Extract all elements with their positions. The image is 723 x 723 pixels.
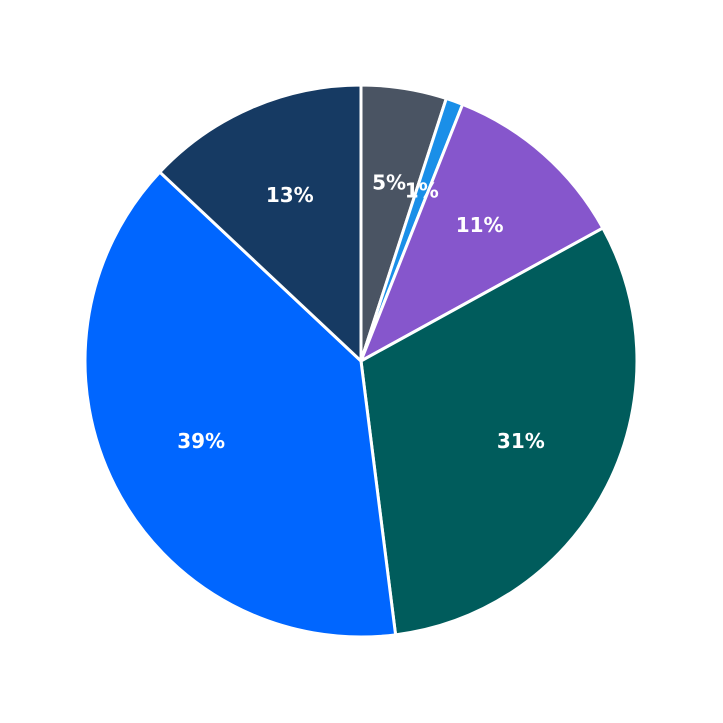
pie-slice	[83, 170, 398, 639]
data-label: 1%	[405, 179, 439, 203]
data-label: 11%	[456, 213, 504, 237]
data-label: 5%	[372, 170, 406, 194]
data-label: 31%	[497, 429, 545, 453]
data-label: 13%	[266, 183, 314, 207]
pie-slice	[359, 102, 605, 363]
pie-slice	[158, 83, 363, 363]
data-label: 39%	[177, 429, 225, 453]
pie-slice	[359, 226, 639, 637]
